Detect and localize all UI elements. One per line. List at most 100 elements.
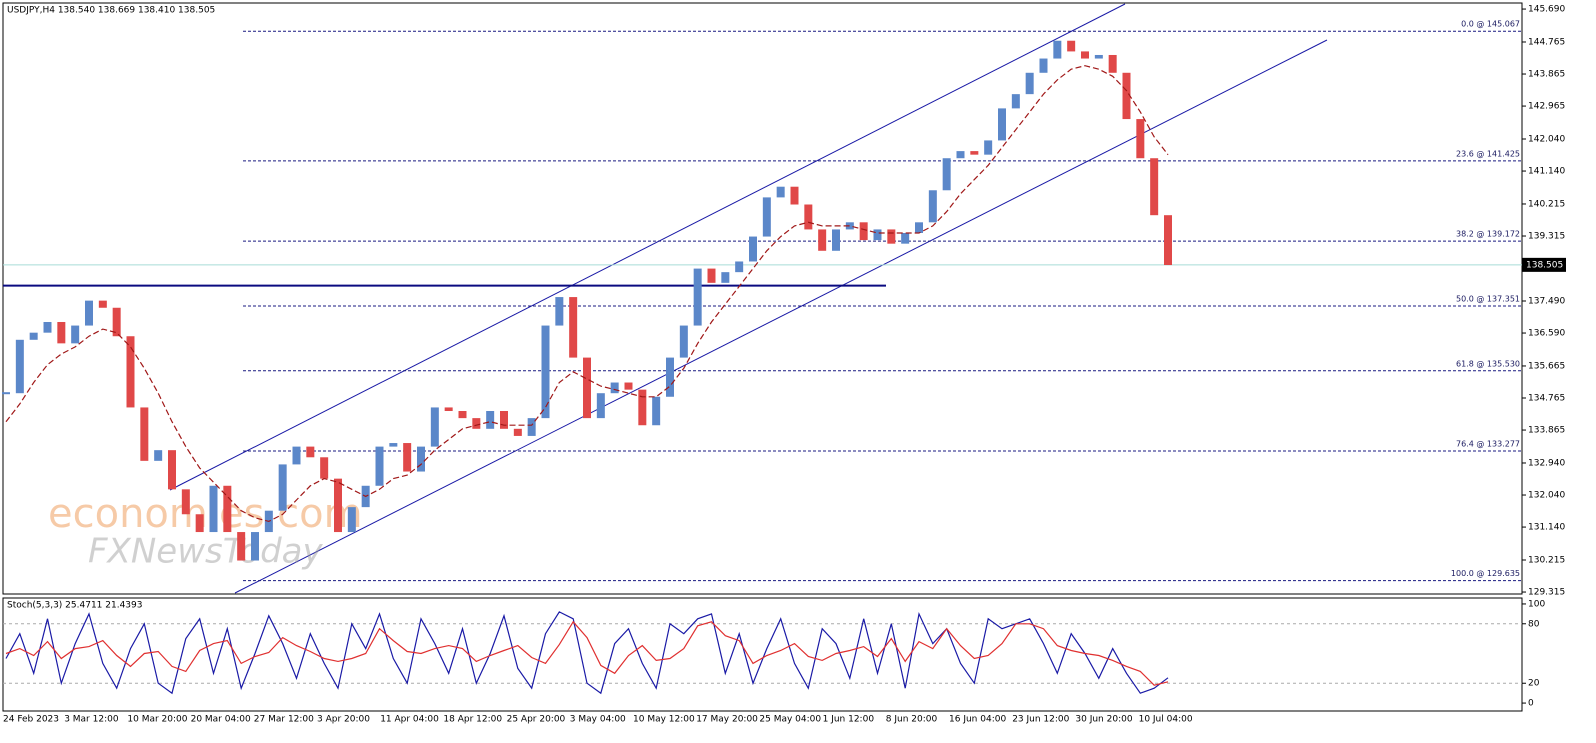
y-tick-label: 137.490 xyxy=(1528,296,1565,306)
x-tick-label: 3 Mar 12:00 xyxy=(64,715,119,725)
candle xyxy=(403,443,412,472)
y-tick-label: 141.140 xyxy=(1528,167,1565,177)
candle xyxy=(693,268,702,326)
candle xyxy=(1081,51,1089,59)
moving-average xyxy=(5,65,1169,523)
candle xyxy=(583,357,591,419)
candle xyxy=(500,411,508,429)
x-tick-label: 3 Apr 20:00 xyxy=(317,715,370,725)
candle xyxy=(57,321,66,344)
candle xyxy=(43,321,52,333)
candle xyxy=(638,389,647,426)
candle xyxy=(195,514,204,533)
candle xyxy=(873,229,882,241)
y-tick-label: 136.590 xyxy=(1528,329,1565,339)
y-tick-label: 140.215 xyxy=(1528,199,1565,209)
candle xyxy=(237,532,246,561)
stoch-y-tick-label: 20 xyxy=(1528,679,1540,689)
candle xyxy=(209,485,218,533)
fib-label: 23.6 @ 141.425 xyxy=(1456,149,1520,158)
candle xyxy=(527,418,536,436)
candle xyxy=(1108,54,1117,73)
candle xyxy=(140,407,149,461)
candle xyxy=(928,190,937,223)
candle xyxy=(71,325,80,344)
y-tick-label: 144.765 xyxy=(1528,37,1565,47)
candle xyxy=(1136,119,1145,159)
candle xyxy=(292,446,301,465)
stoch-line xyxy=(5,620,1169,686)
candle xyxy=(624,382,633,390)
stoch-y-tick-label: 80 xyxy=(1528,619,1540,629)
candle xyxy=(168,450,176,490)
last-price-box xyxy=(1522,257,1566,272)
candle xyxy=(707,268,716,283)
watermark: economies.com xyxy=(48,491,363,537)
candle xyxy=(970,151,979,155)
candle xyxy=(832,229,840,251)
candle xyxy=(569,297,578,358)
stoch-title: Stoch(5,3,3) 25.4711 21.4393 xyxy=(7,601,142,611)
fib-label: 50.0 @ 137.351 xyxy=(1456,294,1520,303)
candle xyxy=(1164,215,1172,266)
candle xyxy=(596,393,605,419)
x-tick-label: 30 Jun 20:00 xyxy=(1075,715,1132,725)
x-tick-label: 27 Mar 12:00 xyxy=(254,715,314,725)
candle xyxy=(375,446,384,486)
candle xyxy=(85,300,93,326)
candle xyxy=(513,428,522,436)
candle xyxy=(610,382,619,394)
fib-label: 38.2 @ 139.172 xyxy=(1456,230,1520,239)
fib-label: 76.4 @ 133.277 xyxy=(1456,439,1520,448)
x-tick-label: 17 May 20:00 xyxy=(696,715,758,725)
candle xyxy=(181,489,190,515)
x-tick-label: 3 May 04:00 xyxy=(570,715,626,725)
stoch-y-tick-label: 100 xyxy=(1528,599,1545,609)
y-tick-label: 132.040 xyxy=(1528,491,1565,501)
channel-upper xyxy=(169,3,1126,491)
candle xyxy=(541,325,550,419)
candle xyxy=(29,332,38,340)
candle xyxy=(1025,72,1034,95)
candle xyxy=(2,392,10,395)
candle xyxy=(818,229,827,251)
candle xyxy=(652,396,661,426)
x-tick-label: 23 Jun 12:00 xyxy=(1012,715,1069,725)
y-tick-label: 135.665 xyxy=(1528,361,1565,371)
candle xyxy=(1011,94,1020,109)
main-panel xyxy=(2,2,1523,595)
watermark: FXNewsToday xyxy=(88,532,324,572)
x-tick-label: 11 Apr 04:00 xyxy=(380,715,439,725)
y-tick-label: 139.315 xyxy=(1528,232,1565,242)
y-tick-label: 142.965 xyxy=(1528,102,1565,112)
y-tick-label: 131.140 xyxy=(1528,523,1565,533)
candle xyxy=(956,151,965,159)
x-tick-label: 8 Jun 20:00 xyxy=(886,715,938,725)
candle xyxy=(430,407,439,447)
candle xyxy=(749,236,757,262)
x-tick-label: 10 Jul 04:00 xyxy=(1139,715,1193,725)
candle xyxy=(389,443,398,447)
candle xyxy=(845,222,854,230)
last-price-label: 138.505 xyxy=(1526,260,1563,270)
fib-label: 100.0 @ 129.635 xyxy=(1451,569,1520,578)
candle xyxy=(417,446,425,472)
candle xyxy=(859,222,868,241)
candle xyxy=(998,108,1006,141)
candle xyxy=(887,229,896,244)
candle xyxy=(154,450,163,461)
candle xyxy=(15,339,24,394)
x-tick-label: 18 Apr 12:00 xyxy=(443,715,502,725)
candle xyxy=(251,532,259,561)
x-tick-label: 10 Mar 20:00 xyxy=(127,715,187,725)
candle xyxy=(942,158,951,191)
stoch-y-tick-label: 0 xyxy=(1528,699,1534,709)
candle xyxy=(790,186,799,205)
y-tick-label: 129.315 xyxy=(1528,588,1565,598)
candle xyxy=(776,186,785,198)
x-tick-label: 20 Mar 04:00 xyxy=(191,715,251,725)
candle xyxy=(984,140,993,155)
candle xyxy=(98,300,107,308)
candle xyxy=(126,336,135,408)
